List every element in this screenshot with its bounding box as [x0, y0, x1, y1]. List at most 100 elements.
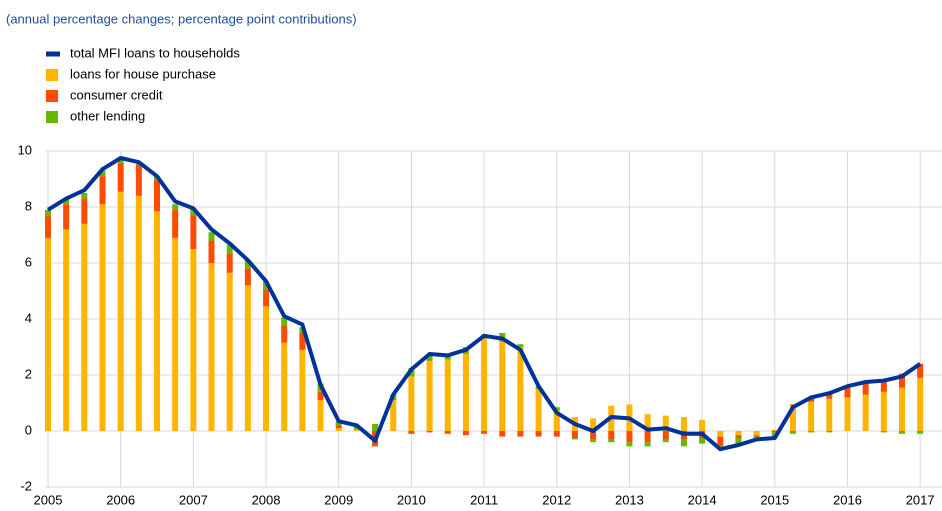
bar-segment: [244, 285, 251, 431]
bar-segment: [880, 391, 887, 431]
bar-segment: [135, 195, 142, 431]
bar-segment: [862, 394, 869, 431]
bar-segment: [154, 211, 161, 431]
x-tick-label: 2012: [542, 492, 571, 507]
bar-segment: [771, 431, 778, 433]
y-tick-label: -2: [20, 478, 32, 493]
bar-segment: [808, 431, 815, 433]
legend-swatch: [46, 90, 58, 102]
bar-segment: [135, 165, 142, 196]
bar-segment: [590, 418, 597, 431]
bar-segment: [99, 204, 106, 431]
bar-segment: [626, 442, 633, 447]
x-tick-label: 2008: [252, 492, 281, 507]
bar-segment: [844, 397, 851, 431]
bar-segment: [299, 333, 306, 350]
bar-segment: [45, 209, 51, 216]
y-tick-label: 10: [18, 142, 32, 157]
x-tick-label: 2011: [470, 492, 498, 507]
bar-segment: [226, 253, 233, 273]
bar-segment: [45, 237, 51, 431]
bar-segment: [81, 193, 88, 199]
bar-segment: [699, 438, 706, 444]
bar-segment: [462, 354, 469, 431]
bar-segment: [481, 338, 488, 431]
bar-segment: [608, 439, 615, 443]
legend-swatch: [46, 69, 58, 81]
bar-segment: [335, 428, 342, 431]
bar-segment: [880, 431, 887, 433]
bar-segment: [662, 431, 669, 440]
bar-segment: [571, 438, 578, 440]
bar-segment: [426, 354, 433, 361]
legend-label: total MFI loans to households: [70, 45, 240, 60]
bar-segment: [63, 198, 70, 205]
bar-segment: [717, 431, 724, 437]
bar-segment: [208, 232, 215, 241]
bar-segment: [426, 431, 433, 433]
bar-segment: [917, 363, 924, 378]
bar-segment: [608, 431, 615, 440]
bar-segment: [63, 204, 70, 230]
bar-segment: [735, 438, 742, 444]
bar-segment: [444, 431, 451, 434]
x-tick-label: 2009: [324, 492, 353, 507]
bar-segment: [226, 244, 233, 254]
y-tick-label: 4: [25, 310, 32, 325]
bar-segment: [444, 359, 451, 431]
bar-segment: [281, 326, 288, 343]
x-tick-label: 2014: [688, 492, 717, 507]
bar-segment: [517, 344, 524, 347]
bar-segment: [789, 405, 796, 431]
bar-segment: [862, 383, 869, 395]
x-tick-label: 2013: [615, 492, 644, 507]
y-tick-label: 8: [25, 198, 32, 213]
bar-segment: [335, 425, 342, 429]
bar-segment: [81, 223, 88, 431]
x-tick-label: 2016: [833, 492, 862, 507]
bar-segment: [63, 229, 70, 431]
bar-segment: [826, 431, 833, 433]
bar-segment: [898, 387, 905, 431]
bar-segment: [644, 442, 651, 447]
bar-segment: [335, 421, 342, 426]
bar-segment: [81, 198, 88, 224]
bar-segment: [880, 380, 887, 392]
legend-label: loans for house purchase: [70, 66, 216, 81]
bar-segment: [408, 431, 415, 434]
bar-segment: [826, 398, 833, 431]
bar-segment: [553, 410, 560, 431]
bar-segment: [281, 342, 288, 431]
x-tick-label: 2006: [106, 492, 135, 507]
legend-label: consumer credit: [70, 87, 163, 102]
bar-segment: [898, 373, 905, 388]
bar-segment: [117, 191, 124, 431]
bar-segment: [154, 180, 161, 212]
bar-segment: [517, 431, 524, 437]
bar-segment: [753, 431, 760, 436]
bar-segment: [917, 431, 924, 434]
bar-segment: [190, 208, 197, 216]
bar-segment: [662, 439, 669, 443]
y-tick-label: 0: [25, 422, 32, 437]
bar-segment: [808, 401, 815, 431]
legend-swatch: [46, 51, 60, 57]
bar-segment: [172, 209, 179, 238]
chart-subtitle: (annual percentage changes; percentage p…: [6, 11, 357, 26]
bar-segment: [735, 435, 742, 438]
bar-segment: [481, 431, 488, 434]
bar-segment: [898, 431, 905, 434]
bar-segment: [372, 424, 379, 431]
bar-segment: [717, 436, 724, 445]
bar-segment: [717, 445, 724, 448]
bar-segment: [208, 263, 215, 431]
bar-segment: [226, 272, 233, 431]
bar-segment: [408, 376, 415, 431]
bar-segment: [571, 431, 578, 438]
bar-segment: [172, 204, 179, 210]
y-tick-label: 6: [25, 254, 32, 269]
bar-segment: [662, 415, 669, 431]
bar-segment: [699, 419, 706, 431]
bar-segment: [553, 407, 560, 410]
